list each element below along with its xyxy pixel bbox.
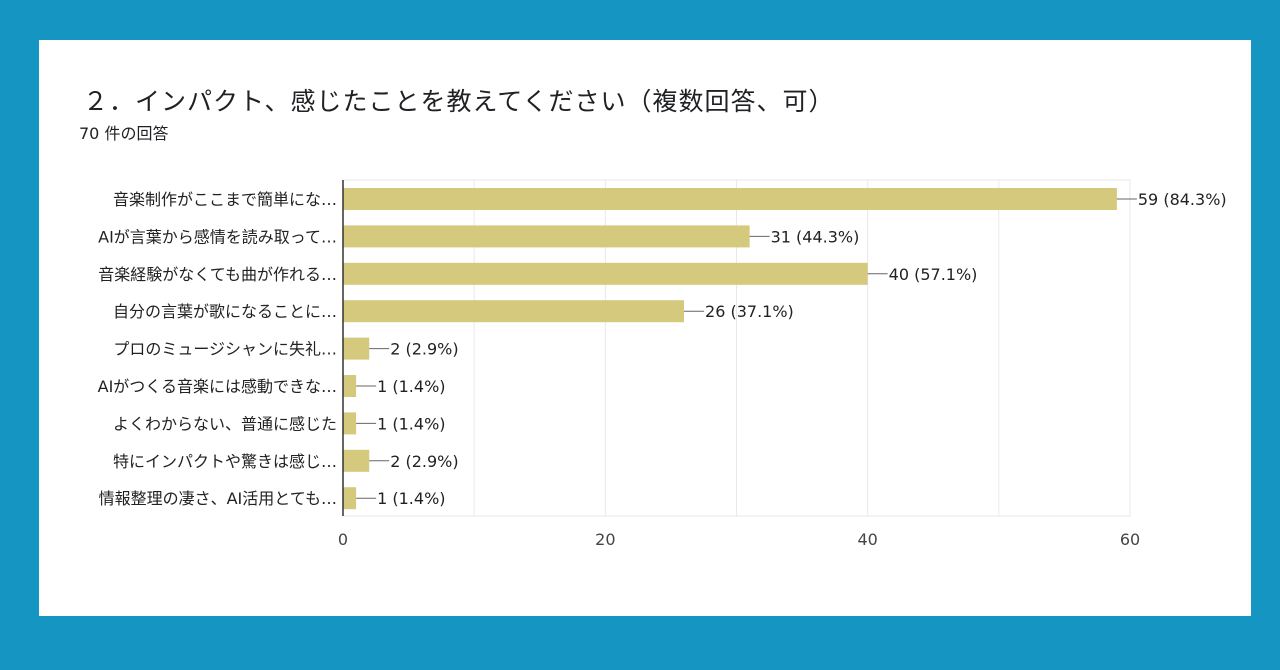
category-label: 情報整理の凄さ、AI活用とても… [99, 489, 337, 508]
category-label: 自分の言葉が歌になることに… [113, 302, 337, 321]
category-label: 音楽経験がなくても曲が作れる… [98, 265, 337, 284]
x-tick-label: 20 [595, 530, 615, 549]
category-label: 音楽制作がここまで簡単にな… [113, 190, 337, 209]
category-label: AIがつくる音楽には感動できな… [98, 377, 337, 396]
bar [343, 262, 868, 285]
x-tick-label: 0 [338, 530, 348, 549]
x-tick-label: 40 [857, 530, 877, 549]
data-label: 1 (1.4%) [377, 414, 445, 433]
data-label: 1 (1.4%) [377, 377, 445, 396]
data-label: 40 (57.1%) [889, 265, 978, 284]
data-label: 31 (44.3%) [771, 227, 860, 246]
bar [343, 337, 370, 360]
x-tick-label: 60 [1120, 530, 1140, 549]
bar [343, 412, 357, 435]
data-label: 2 (2.9%) [390, 452, 458, 471]
chart-card: ２．インパクト、感じたことを教えてください（複数回答、可） 70 件の回答 [39, 40, 1251, 616]
data-label: 2 (2.9%) [390, 340, 458, 359]
bar [343, 188, 1117, 210]
bar [343, 375, 357, 397]
category-label: 特にインパクトや驚きは感じ… [113, 452, 337, 471]
question-title: ２．インパクト、感じたことを教えてください（複数回答、可） [83, 87, 835, 116]
data-label: 26 (37.1%) [705, 302, 794, 321]
category-label: よくわからない、普通に感じた [113, 414, 337, 433]
data-label: 1 (1.4%) [377, 489, 445, 508]
bar [343, 487, 357, 510]
response-count: 70 件の回答 [79, 124, 169, 143]
category-label: プロのミュージシャンに失礼… [113, 340, 337, 359]
bar [343, 225, 750, 248]
data-label: 59 (84.3%) [1138, 190, 1227, 209]
bar [343, 449, 370, 472]
bar [343, 300, 685, 323]
category-label: AIが言葉から感情を読み取って… [98, 227, 337, 246]
